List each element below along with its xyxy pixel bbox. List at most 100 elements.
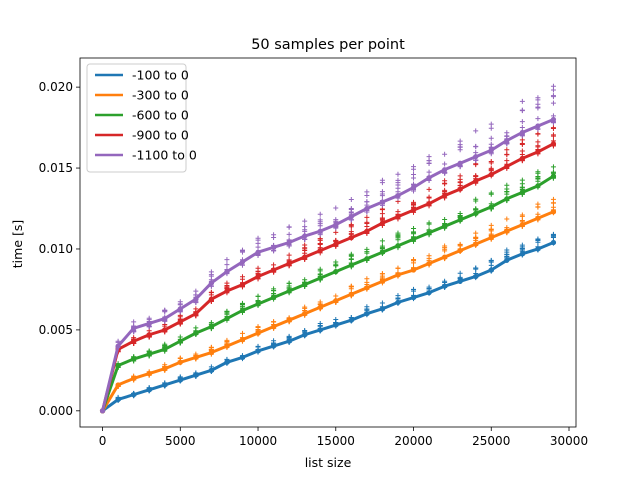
series-point [519, 222, 525, 228]
series-point [208, 349, 214, 356]
series-line-1 [101, 241, 555, 413]
series-point [410, 184, 417, 191]
sample-marker [271, 262, 277, 268]
series-point [208, 280, 214, 286]
sample-marker [395, 171, 401, 177]
sample-marker [271, 286, 277, 292]
series-point [426, 230, 432, 236]
sample-marker [504, 216, 510, 222]
y-axis-label: time [s] [10, 220, 25, 268]
sample-marker [224, 257, 230, 263]
series-point [317, 228, 323, 234]
series-point [442, 223, 448, 229]
sample-marker [395, 185, 401, 191]
series-point [255, 348, 261, 354]
series-point [488, 171, 494, 178]
series-point [177, 359, 183, 365]
series-point [379, 199, 386, 205]
sample-marker [379, 271, 385, 277]
sample-marker [255, 293, 261, 299]
series-line-4 [101, 142, 555, 412]
series-point [333, 222, 339, 228]
series-point [364, 228, 370, 234]
series-point [550, 116, 557, 123]
series-point [177, 306, 183, 312]
sample-marker [395, 293, 401, 299]
legend-box [86, 63, 187, 173]
sample-marker [317, 219, 323, 225]
series-point [395, 243, 401, 249]
series-point [146, 320, 152, 327]
series-point [239, 354, 246, 361]
series-point [302, 281, 308, 288]
sample-marker [442, 151, 448, 157]
series-point [146, 387, 152, 393]
sample-marker [550, 83, 556, 89]
series-point [224, 269, 230, 275]
sample-marker [411, 287, 417, 293]
series-point [488, 267, 494, 273]
sample-marker [504, 158, 510, 164]
series-point [162, 315, 168, 322]
series-point [146, 332, 152, 338]
series-point [348, 317, 354, 323]
sample-marker [504, 152, 510, 158]
series-point [208, 367, 214, 373]
series-point [348, 262, 354, 268]
series-point [410, 267, 417, 273]
series-point [286, 317, 292, 323]
series-point [395, 214, 401, 220]
series-point [410, 236, 417, 242]
series-point [255, 301, 261, 307]
sample-marker [131, 319, 137, 325]
sample-marker [550, 126, 556, 132]
sample-marker [535, 169, 541, 175]
sample-marker [364, 189, 370, 195]
series-point [317, 304, 323, 310]
series-point [239, 259, 246, 265]
series-point [488, 204, 494, 210]
series-point [224, 315, 230, 322]
series-point [99, 408, 106, 414]
series-point [519, 155, 525, 161]
sample-marker [379, 191, 385, 197]
series-point [286, 239, 292, 246]
legend-label: -900 to 0 [132, 128, 189, 143]
sample-marker [504, 188, 510, 194]
series-point [379, 278, 386, 284]
sample-marker [208, 269, 214, 275]
series-point [395, 192, 401, 199]
series-point [224, 359, 230, 365]
y-tick-label: 0.020 [39, 80, 73, 94]
sample-marker [255, 265, 261, 271]
series-point [410, 294, 417, 301]
series-point [162, 366, 168, 372]
series-point [193, 296, 199, 302]
sample-marker [550, 204, 556, 210]
sample-marker [208, 290, 214, 296]
series-point [535, 215, 541, 221]
series-point [131, 356, 137, 362]
series-point [131, 338, 137, 344]
series-point [473, 154, 479, 160]
series-point [410, 207, 417, 213]
sample-marker [364, 250, 370, 256]
sample-marker [411, 225, 417, 231]
series-point [115, 343, 121, 349]
series-point [504, 137, 510, 144]
sample-marker [550, 196, 556, 202]
series-line-3 [101, 174, 555, 412]
x-tick-label: 30000 [550, 434, 588, 448]
sample-marker [473, 143, 479, 149]
sample-marker [519, 108, 525, 114]
sample-marker [379, 238, 385, 244]
series-point [193, 372, 199, 378]
chart-title: 50 samples per point [251, 37, 405, 53]
sample-marker [193, 306, 199, 312]
series-point [162, 327, 168, 333]
series-point [473, 241, 479, 247]
series-point [457, 247, 463, 254]
series-point [255, 273, 261, 280]
series-point [519, 129, 525, 136]
